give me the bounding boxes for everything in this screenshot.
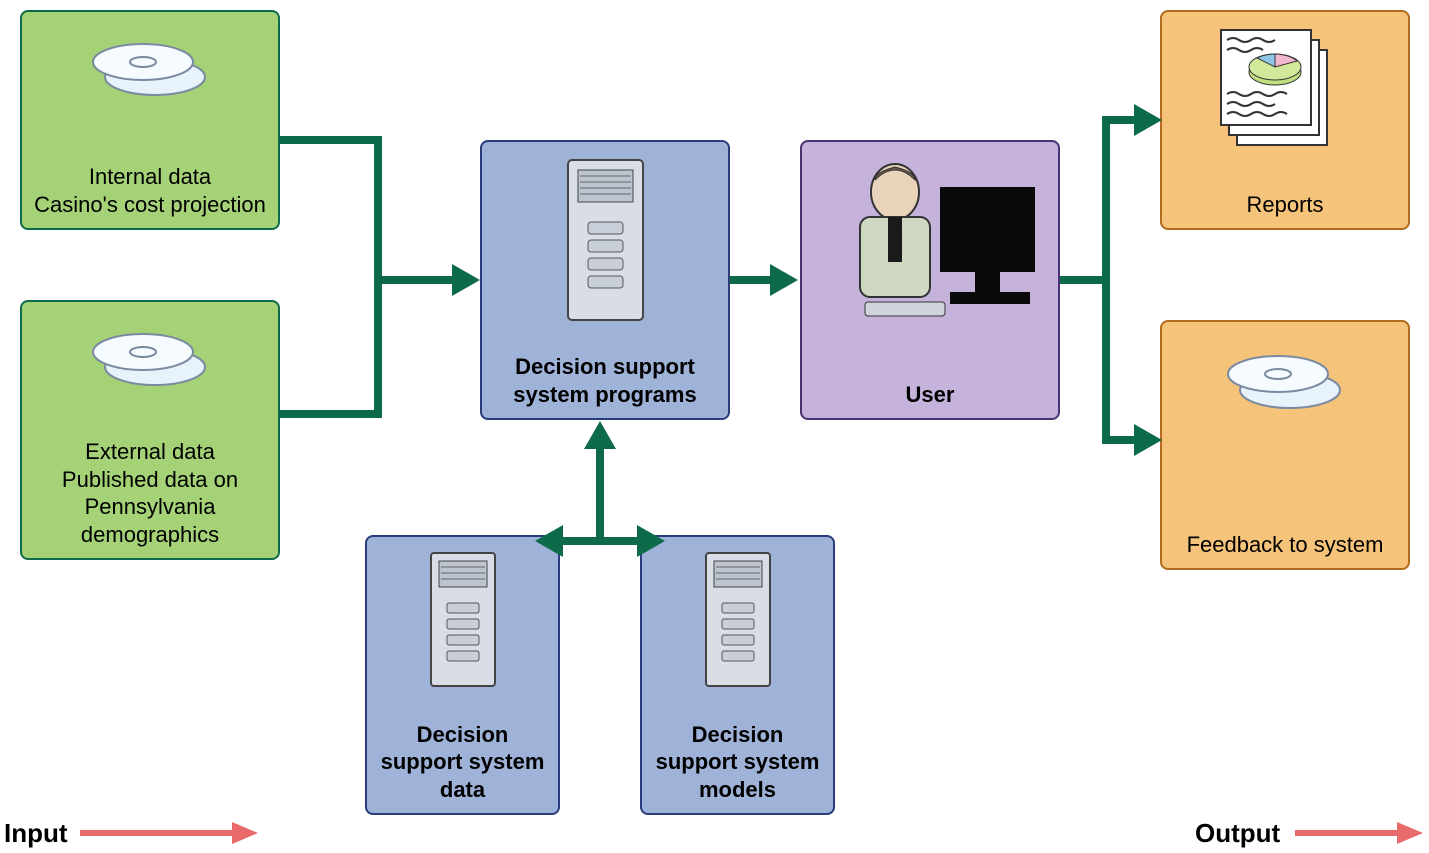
arrowhead-to-feedback (1134, 424, 1164, 456)
node-feedback: Feedback to system (1160, 320, 1410, 570)
output-arrow (1295, 820, 1425, 846)
node-dss-data: Decision support system data (365, 535, 560, 815)
input-label: Input (4, 818, 68, 849)
disk-icon (85, 312, 215, 402)
edge-programs-user (730, 276, 774, 284)
node-feedback-label: Feedback to system (1187, 531, 1384, 559)
edge-internal-h (280, 136, 382, 144)
node-external-data: External data Published data on Pennsylv… (20, 300, 280, 560)
reports-icon (1215, 22, 1355, 152)
node-reports: Reports (1160, 10, 1410, 230)
edge-data-models-stem (596, 445, 604, 545)
user-icon (820, 152, 1040, 342)
node-dss-models-label: Decision support system models (652, 721, 823, 804)
arrowhead-up-to-programs (584, 419, 616, 449)
node-reports-label: Reports (1246, 191, 1323, 219)
edge-to-programs (374, 276, 456, 284)
arrowhead-to-reports (1134, 104, 1164, 136)
arrowhead-programs-user (770, 264, 800, 296)
server-icon (423, 547, 503, 692)
node-dss-models: Decision support system models (640, 535, 835, 815)
input-arrow (80, 820, 260, 846)
node-dss-data-label: Decision support system data (377, 721, 548, 804)
server-icon (558, 152, 653, 327)
node-user-label: User (906, 381, 955, 409)
node-dss-programs: Decision support system programs (480, 140, 730, 420)
edge-user-split-v (1102, 116, 1110, 444)
arrowhead-to-programs (452, 264, 482, 296)
disk-icon (85, 22, 215, 112)
node-internal-data: Internal data Casino's cost projection (20, 10, 280, 230)
edge-to-reports (1102, 116, 1138, 124)
edge-external-h (280, 410, 382, 418)
arrowhead-to-models (637, 525, 667, 557)
node-internal-data-label: Internal data Casino's cost projection (34, 163, 266, 218)
arrowhead-to-data (533, 525, 563, 557)
node-user: User (800, 140, 1060, 420)
node-external-data-label: External data Published data on Pennsylv… (32, 438, 268, 548)
server-icon (698, 547, 778, 692)
edge-data-models-cross (558, 537, 642, 545)
edge-to-feedback (1102, 436, 1138, 444)
disk-icon (1220, 332, 1350, 427)
output-label: Output (1195, 818, 1280, 849)
node-dss-programs-label: Decision support system programs (492, 353, 718, 408)
